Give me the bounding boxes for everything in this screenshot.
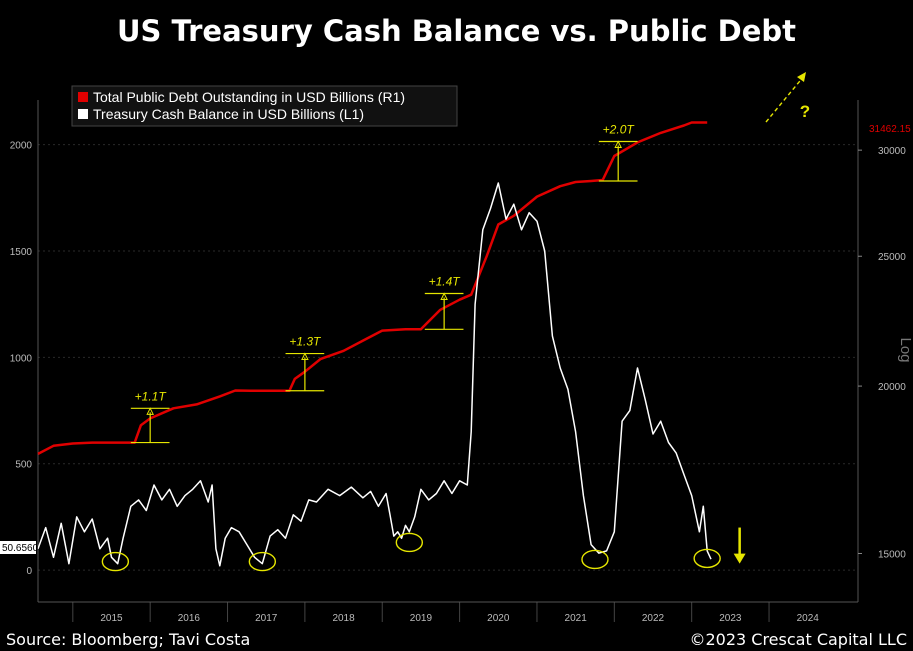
x-tick-label: 2018 [332, 613, 355, 624]
legend-box [71, 85, 458, 127]
down-arrow-head [733, 553, 746, 564]
jump-arrow-head [614, 140, 622, 148]
chart-title: US Treasury Cash Balance vs. Public Debt [117, 14, 796, 48]
up-arrow-shaft [765, 75, 805, 123]
x-tick-label: 2019 [410, 613, 433, 624]
jump-label: +1.3T [289, 335, 322, 349]
left-tick-label: 0 [26, 566, 32, 577]
x-tick-label: 2023 [719, 613, 742, 624]
cash-series-line [37, 182, 712, 567]
question-mark: ? [800, 102, 810, 121]
cash-low-circle [101, 551, 130, 572]
left-tick-label: 500 [15, 460, 32, 471]
x-tick-label: 2016 [178, 613, 201, 624]
right-tick-label: 20000 [878, 382, 906, 393]
left-tick-label: 1000 [10, 353, 33, 364]
right-last-value-badge: 31462.15 [866, 122, 913, 135]
x-tick-label: 2020 [487, 613, 510, 624]
x-tick-label: 2015 [100, 613, 123, 624]
up-arrow-head [797, 72, 806, 82]
cash-low-circle [693, 548, 721, 569]
cash-low-circle [248, 551, 277, 572]
debt-jump-annotation: +2.0T [598, 122, 638, 182]
x-tick-label: 2022 [642, 613, 665, 624]
legend-swatch-cash [78, 109, 88, 119]
jump-label: +1.1T [135, 389, 168, 403]
source-note: Source: Bloomberg; Tavi Costa [6, 630, 251, 649]
jump-arrow-head [146, 407, 154, 415]
cash-low-circle [395, 532, 424, 553]
legend-label-cash: Treasury Cash Balance in USD Billions (L… [93, 106, 364, 122]
debt-series-line [37, 121, 708, 456]
right-tick-label: 15000 [878, 549, 906, 560]
debt-jump-annotation: +1.3T [285, 335, 325, 392]
grid [38, 144, 858, 622]
right-tick-label: 25000 [878, 252, 906, 263]
axes [37, 100, 859, 603]
right-last-value-box [866, 122, 913, 135]
copyright-note: ©2023 Crescat Capital LLC [689, 630, 907, 649]
jump-arrow-head [440, 292, 448, 300]
right-axis-label: Log [897, 337, 913, 362]
annotations: +1.1T +1.3T +1.4T +2.0T? [101, 72, 810, 572]
left-last-value-label: 50.6560 [2, 543, 39, 554]
left-tick-label: 1500 [10, 247, 33, 258]
debt-jump-annotation: +1.1T [130, 389, 170, 444]
down-arrow-annotation [733, 527, 746, 564]
legend-swatch-debt [78, 92, 88, 102]
legend-label-debt: Total Public Debt Outstanding in USD Bil… [93, 89, 405, 105]
right-last-value-label: 31462.15 [869, 124, 911, 135]
cash-low-circle [581, 549, 609, 570]
x-tick-label: 2024 [797, 613, 820, 624]
up-arrow-annotation: ? [765, 72, 810, 123]
series [37, 121, 712, 567]
left-tick-label: 2000 [10, 141, 33, 152]
debt-jump-annotation: +1.4T [424, 274, 464, 330]
left-last-value-badge: 50.6560 [0, 541, 39, 554]
x-tick-label: 2017 [255, 613, 278, 624]
right-tick-label: 30000 [878, 146, 906, 157]
tick-labels: 0 500 1000 1500 2000 15000 20000 25000 30000 2015… [10, 141, 906, 624]
jump-arrow-head [301, 352, 309, 361]
jump-label: +2.0T [603, 122, 636, 136]
x-tick-label: 2021 [565, 613, 588, 624]
jump-label: +1.4T [429, 274, 462, 288]
left-last-value-box [0, 541, 36, 554]
legend: Total Public Debt Outstanding in USD Bil… [71, 85, 458, 127]
